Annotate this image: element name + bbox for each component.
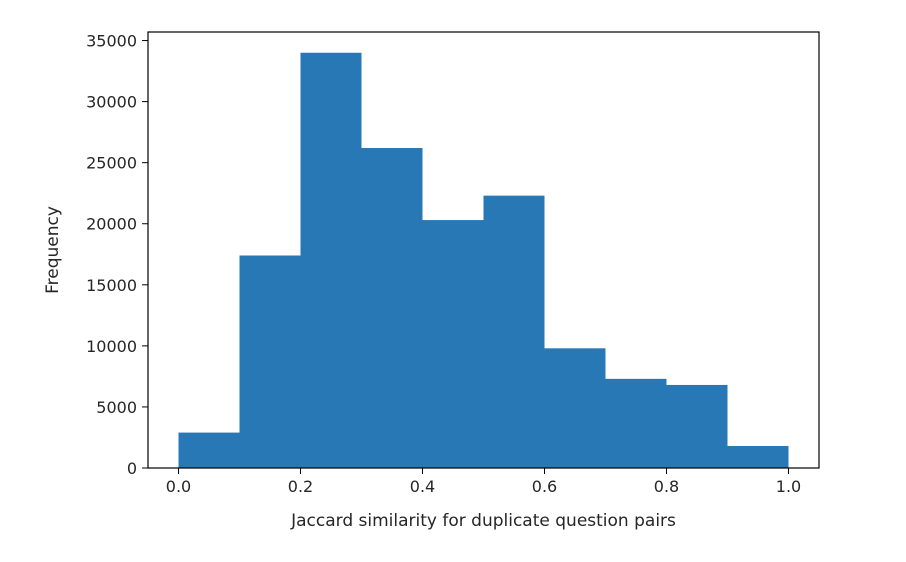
histogram-bar-5 [483,195,545,469]
x-tick-label: 0.8 [654,477,679,496]
x-axis-ticks: 0.0 0.2 0.4 0.6 0.8 1.0 [166,468,801,496]
x-tick-label: 0.4 [410,477,435,496]
plot-frame [147,31,820,469]
histogram-bar-2 [300,52,362,469]
y-axis-ticks: 0 5000 10000 15000 20000 25000 30000 35000 [86,32,148,478]
x-tick-label: 0.2 [288,477,313,496]
histogram-bar-1 [239,255,301,468]
histogram-bar-8 [666,384,728,468]
y-tick-label: 5000 [96,398,137,417]
histogram-bar-0 [178,432,240,468]
histogram-bar-7 [605,378,667,468]
histogram-bar-3 [361,148,423,469]
x-axis-label: Jaccard similarity for duplicate questio… [290,511,676,531]
y-tick-label: 35000 [86,32,137,51]
y-axis-label: Frequency [43,206,63,294]
y-tick-label: 30000 [86,93,137,112]
x-tick-label: 1.0 [776,477,801,496]
histogram-bar-6 [544,348,606,468]
y-tick-label: 10000 [86,337,137,356]
y-tick-label: 15000 [86,276,137,295]
histogram-bar-9 [727,446,789,468]
x-tick-label: 0.0 [166,477,191,496]
y-tick-label: 25000 [86,154,137,173]
x-tick-label: 0.6 [532,477,557,496]
histogram-bars [178,52,789,469]
y-tick-label: 20000 [86,215,137,234]
histogram-bar-4 [422,220,484,468]
y-tick-label: 0 [127,459,137,478]
